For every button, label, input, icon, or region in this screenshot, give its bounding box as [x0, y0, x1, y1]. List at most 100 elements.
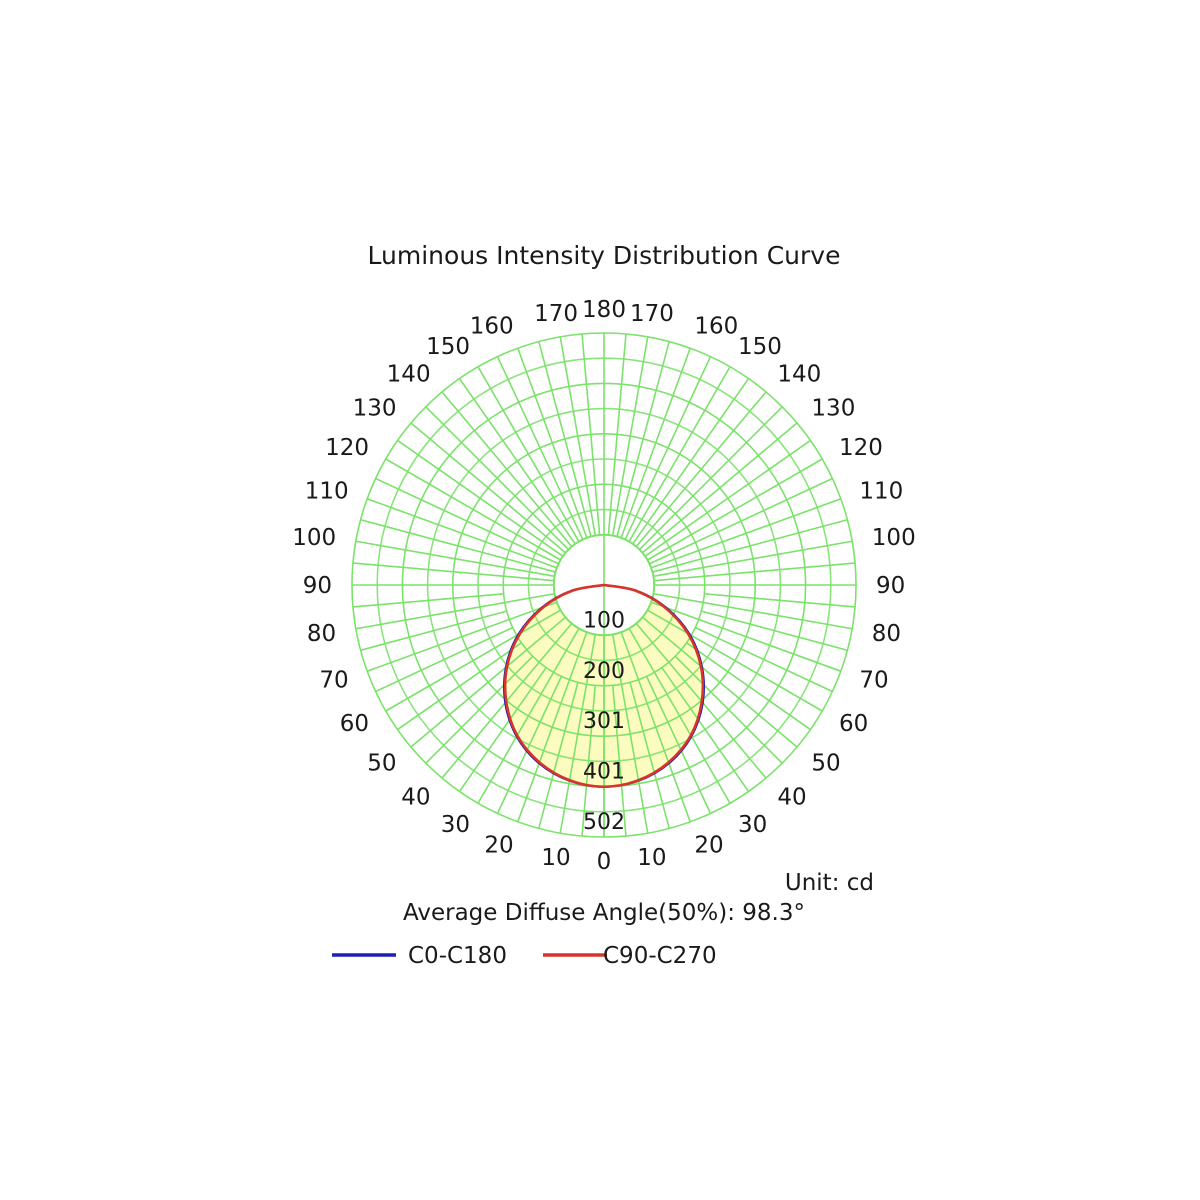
chart-title: Luminous Intensity Distribution Curve	[368, 241, 841, 270]
minor-radial-line	[653, 562, 856, 582]
angle-label: 110	[305, 479, 349, 505]
minor-radial-line	[360, 519, 556, 573]
angle-label: 170	[534, 301, 578, 327]
angle-label: 130	[353, 396, 397, 422]
angle-label: 20	[484, 832, 513, 858]
angle-label: 100	[872, 525, 916, 551]
minor-radial-line	[375, 626, 513, 693]
angle-label: 100	[292, 525, 336, 551]
minor-radial-line	[701, 610, 848, 651]
angle-label: 170	[630, 301, 674, 327]
angle-label: 50	[811, 750, 840, 776]
minor-radial-line	[638, 406, 783, 551]
ring-label: 301	[583, 709, 625, 734]
angle-label: 60	[839, 711, 868, 737]
angle-label: 160	[694, 314, 738, 340]
minor-radial-line	[496, 356, 584, 541]
radial-line	[628, 366, 731, 543]
intensity-curves	[503, 583, 705, 789]
minor-radial-line	[352, 592, 504, 608]
minor-radial-line	[629, 682, 670, 829]
ring-label: 502	[583, 810, 625, 835]
legend-label-c90-c270: C90-C270	[603, 943, 717, 969]
minor-radial-line	[632, 378, 750, 545]
radial-line	[517, 347, 588, 539]
minor-radial-line	[397, 439, 564, 557]
radial-line	[635, 391, 767, 548]
series-curve-c90-c270	[503, 583, 705, 789]
angle-label: 90	[876, 573, 905, 599]
angle-label: 70	[319, 667, 348, 693]
angle-label: 80	[307, 621, 336, 647]
minor-radial-line	[648, 477, 833, 565]
angle-label: 10	[541, 845, 570, 871]
angle-label: 50	[367, 750, 396, 776]
minor-radial-line	[581, 685, 597, 837]
minor-radial-line	[611, 685, 627, 837]
ring-label: 200	[583, 659, 625, 684]
angle-label: 140	[387, 362, 431, 388]
angle-label: 20	[694, 832, 723, 858]
minor-radial-line	[616, 341, 670, 537]
radial-line	[366, 498, 558, 569]
minor-radial-line	[645, 676, 712, 814]
angle-label: 90	[303, 573, 332, 599]
minor-radial-line	[686, 642, 811, 731]
average-diffuse-angle: Average Diffuse Angle(50%): 98.3°	[403, 900, 805, 926]
radial-line	[641, 422, 798, 554]
angle-label: 40	[401, 784, 430, 810]
polar-grid	[351, 332, 857, 838]
minor-radial-line	[425, 406, 570, 551]
minor-radial-line	[538, 341, 592, 537]
angle-label: 30	[441, 812, 470, 838]
radial-line	[355, 540, 555, 578]
minor-radial-line	[624, 356, 712, 541]
radial-line	[410, 422, 567, 554]
angle-label: 130	[811, 396, 855, 422]
minor-radial-line	[458, 378, 576, 545]
minor-radial-line	[375, 477, 560, 565]
radial-line	[653, 540, 853, 578]
angle-label: 150	[426, 334, 470, 360]
minor-radial-line	[607, 333, 627, 536]
minor-radial-line	[360, 610, 507, 651]
angle-label: 60	[340, 711, 369, 737]
radial-line	[385, 458, 562, 561]
radial-line	[650, 498, 842, 569]
radial-line	[559, 336, 597, 536]
angle-label: 70	[859, 667, 888, 693]
radial-line	[441, 391, 573, 548]
minor-radial-line	[704, 592, 856, 608]
angle-label: 150	[738, 334, 782, 360]
unit-label: Unit: cd	[785, 870, 874, 896]
angle-label: 140	[777, 362, 821, 388]
radial-line	[646, 458, 823, 561]
minor-radial-line	[397, 642, 522, 731]
minor-radial-line	[458, 667, 547, 792]
radial-line	[611, 336, 649, 536]
radial-line	[477, 366, 580, 543]
legend-label-c0-c180: C0-C180	[408, 943, 507, 969]
minor-radial-line	[581, 333, 601, 536]
ring-label: 401	[583, 760, 625, 785]
radial-line	[620, 347, 691, 539]
angle-label: 110	[859, 479, 903, 505]
minor-radial-line	[496, 676, 563, 814]
angle-label: 40	[777, 784, 806, 810]
angle-label: 120	[325, 435, 369, 461]
angle-labels: 0102030405060708090100110120130140150160…	[292, 297, 915, 875]
angle-label: 30	[738, 812, 767, 838]
angle-label: 10	[637, 845, 666, 871]
angle-label: 180	[582, 297, 626, 323]
minor-radial-line	[674, 655, 783, 764]
legend: C0-C180 C90-C270	[332, 943, 717, 969]
angle-label: 80	[872, 621, 901, 647]
angle-label: 0	[597, 849, 612, 875]
ring-label: 100	[583, 608, 625, 633]
angle-label: 120	[839, 435, 883, 461]
minor-radial-line	[425, 655, 534, 764]
angle-label: 160	[470, 314, 514, 340]
minor-radial-line	[538, 682, 579, 829]
minor-radial-line	[652, 519, 848, 573]
